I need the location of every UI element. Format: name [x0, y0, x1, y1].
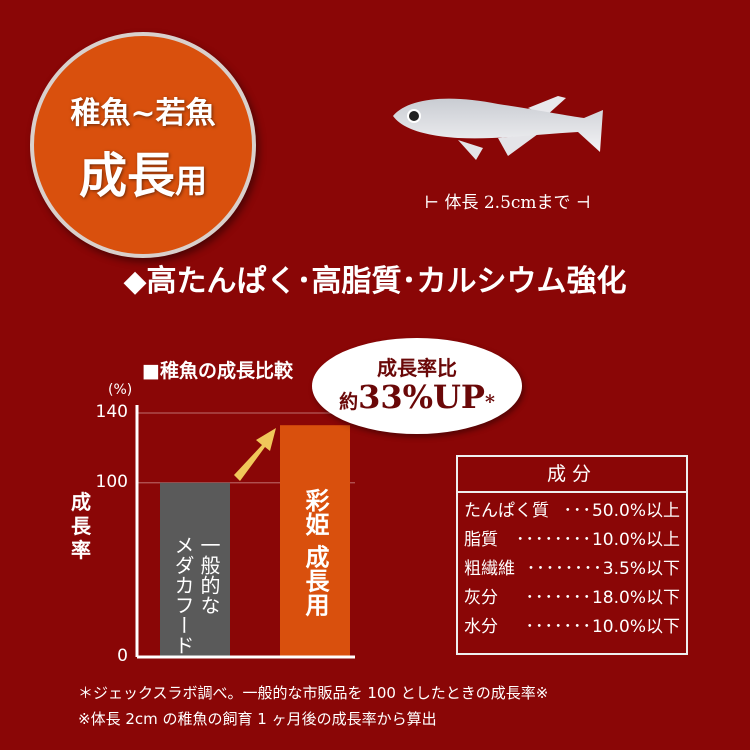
leader-dots: ････････ — [515, 530, 592, 550]
ingredient-value: 10.0%以下 — [591, 617, 680, 637]
ingredient-row: 粗繊維 ････････ 3.5%以下 — [458, 555, 686, 584]
ingredient-row: 水分 ･･･････ 10.0%以下 — [458, 613, 686, 642]
ingredient-name: 水分 — [464, 617, 498, 637]
footnote-2: ※体長 2cm の稚魚の飼育 1 ヶ月後の成長率から算出 — [78, 710, 437, 728]
up-arrow-icon — [234, 428, 276, 481]
bar — [280, 425, 350, 657]
callout-prefix: 約 — [339, 391, 359, 413]
leader-dots: ････････ — [526, 559, 603, 579]
ingredient-name: 脂質 — [464, 530, 498, 550]
bar-label: 彩姫 成長用 — [301, 488, 330, 617]
callout-line1: 成長率比 — [377, 356, 457, 380]
ingredient-name: たんぱく質 — [464, 501, 549, 521]
badge-line2: 成長用 — [34, 136, 252, 206]
footnotes: ＊ジェックスラボ調べ。一般的な市販品を 100 としたときの成長率※ ※体長 2… — [78, 680, 548, 732]
callout-line2: 約33%UP* — [312, 378, 522, 416]
growth-callout-bubble: 成長率比 約33%UP* — [312, 338, 522, 434]
ingredient-value: 50.0%以上 — [591, 501, 680, 521]
chart-title: ■稚魚の成長比較 — [142, 360, 293, 382]
callout-asterisk: * — [484, 391, 495, 413]
ingredient-value: 3.5%以下 — [602, 559, 680, 579]
badge-line2-main: 成長 — [78, 148, 175, 204]
ingredients-table: 成分 たんぱく質 ･･･ 50.0%以上 脂質 ････････ 10.0%以上 粗繊維 ･･… — [456, 455, 688, 655]
bar — [160, 482, 230, 657]
ingredient-name: 粗繊維 — [464, 559, 515, 579]
growth-badge: 稚魚~若魚 成長用 — [30, 32, 256, 258]
ingredients-title: 成分 — [458, 457, 686, 493]
ingredient-value: 18.0%以下 — [591, 588, 680, 608]
ingredient-row: 脂質 ････････ 10.0%以上 — [458, 526, 686, 555]
ingredient-row: 灰分 ･･･････ 18.0%以下 — [458, 584, 686, 613]
badge-line2-small: 用 — [175, 162, 208, 200]
ingredient-name: 灰分 — [464, 588, 498, 608]
y-tick-label: 140 — [95, 402, 128, 422]
headline: ◆高たんぱく･高脂質･カルシウム強化 — [123, 264, 627, 299]
y-tick-label: 100 — [95, 471, 128, 492]
badge-line1: 稚魚~若魚 — [70, 96, 216, 131]
ingredient-value: 10.0%以上 — [591, 530, 680, 550]
y-axis-unit: (%) — [108, 382, 133, 398]
leader-dots: ･･･ — [563, 501, 592, 521]
callout-value: 33%UP — [358, 378, 485, 416]
bar-label: 一般的な メダカフード — [171, 535, 221, 655]
medaka-fish-illustration — [393, 96, 603, 160]
body-length-label: ⊢ 体長 2.5cmまで ⊣ — [424, 193, 591, 213]
leader-dots: ･･･････ — [525, 617, 592, 637]
y-tick-label: 0 — [117, 646, 128, 666]
ingredient-row: たんぱく質 ･･･ 50.0%以上 — [458, 497, 686, 526]
footnote-1: ＊ジェックスラボ調べ。一般的な市販品を 100 としたときの成長率※ — [78, 684, 549, 702]
leader-dots: ･･･････ — [525, 588, 592, 608]
y-axis-label: 成長率 — [71, 490, 91, 562]
